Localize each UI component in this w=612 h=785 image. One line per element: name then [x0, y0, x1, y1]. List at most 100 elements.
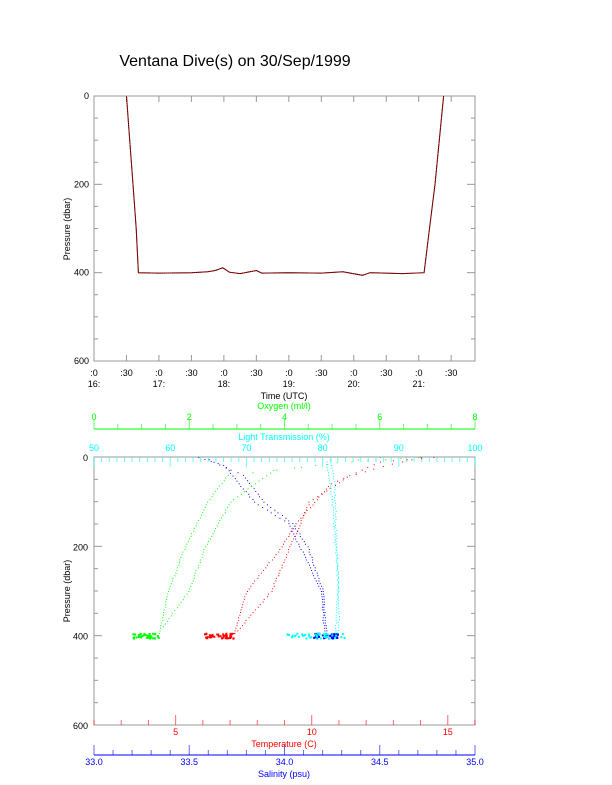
temperature-point	[236, 625, 238, 627]
x-tick-minute-label: :30	[315, 368, 328, 378]
oxygen-point	[203, 548, 205, 550]
x-tick-minute-label: :30	[185, 368, 198, 378]
depth-line	[126, 95, 445, 276]
oxygen-point	[162, 619, 164, 621]
light-point	[337, 602, 339, 604]
temperature-point	[239, 614, 241, 616]
temperature-point	[289, 533, 291, 535]
temperature-bottom-point	[230, 633, 233, 636]
oxygen-point	[294, 467, 296, 469]
light-point	[338, 624, 340, 626]
oxygen-point	[243, 491, 245, 493]
oxygen-point	[164, 623, 166, 625]
oxygen-point	[192, 580, 194, 582]
oxygen-bottom-point	[134, 633, 137, 636]
temperature-point	[238, 619, 240, 621]
salinity-bottom-point	[336, 637, 339, 640]
light-point	[338, 618, 340, 620]
temperature-point	[328, 486, 330, 488]
top-x-axis-label: Time (UTC)	[261, 391, 308, 401]
light-point	[329, 482, 331, 484]
salinity-point	[304, 543, 306, 545]
salinity-point	[245, 491, 247, 493]
salinity-point	[323, 614, 325, 616]
oxygen-point	[233, 499, 235, 501]
salinity-point	[293, 533, 295, 535]
oxygen-point	[189, 538, 191, 540]
salinity-point	[225, 467, 227, 469]
temperature-point	[392, 460, 394, 462]
salinity-point	[302, 551, 304, 553]
light-bottom-point	[301, 633, 304, 636]
salinity-bottom-point	[330, 633, 333, 636]
oxygen-point	[230, 501, 232, 503]
temperature-bottom-point	[227, 637, 230, 640]
light-point	[334, 539, 336, 541]
salinity-point	[289, 525, 291, 527]
salinity-point	[322, 588, 324, 590]
light-point	[337, 593, 339, 595]
salinity-point	[322, 609, 324, 611]
temperature-point	[239, 627, 241, 629]
oxygen-point	[193, 577, 195, 579]
temperature-point	[271, 559, 273, 561]
depth-dots	[126, 95, 445, 276]
temperature-point	[254, 580, 256, 582]
temperature-point	[259, 604, 261, 606]
salinity-tick-label: 34.0	[276, 757, 294, 767]
light-point	[335, 549, 337, 551]
x-tick-minute-label: :0	[90, 368, 98, 378]
salinity-point	[314, 567, 316, 569]
light-point	[337, 608, 339, 610]
oxygen-point	[183, 596, 185, 598]
salinity-point	[242, 488, 244, 490]
temperature-point	[342, 479, 344, 481]
light-bottom-point	[288, 633, 291, 636]
oxygen-tick-label: 0	[91, 412, 96, 422]
oxygen-point	[172, 577, 174, 579]
salinity-point	[318, 580, 320, 582]
salinity-point	[309, 564, 311, 566]
salinity-point	[323, 596, 325, 598]
salinity-point	[309, 554, 311, 556]
light-point	[334, 481, 336, 483]
temperature-point	[234, 633, 236, 635]
light-point	[336, 546, 338, 548]
temperature-point	[324, 491, 326, 493]
salinity-point	[261, 498, 263, 500]
temperature-bottom-point	[213, 635, 216, 638]
light-point	[335, 527, 337, 529]
oxygen-point	[193, 527, 195, 529]
light-point	[337, 596, 339, 598]
light-point	[330, 490, 332, 492]
salinity-point	[324, 619, 326, 621]
temperature-point	[326, 490, 328, 492]
salinity-point	[323, 622, 325, 624]
salinity-point	[312, 562, 314, 564]
oxygen-point	[400, 458, 402, 460]
salinity-point	[234, 478, 236, 480]
oxygen-point	[203, 551, 205, 553]
oxygen-tick-label: 6	[377, 412, 382, 422]
oxygen-point	[179, 559, 181, 561]
light-point	[326, 466, 328, 468]
salinity-point	[316, 572, 318, 574]
temperature-point	[290, 530, 292, 532]
light-bottom-point	[328, 637, 331, 640]
oxygen-point	[227, 506, 229, 508]
temperature-bottom-point	[225, 634, 228, 637]
light-point	[336, 562, 338, 564]
oxygen-point	[255, 483, 257, 485]
salinity-point	[208, 459, 210, 461]
temperature-point	[317, 496, 319, 498]
light-point	[335, 510, 337, 512]
salinity-point	[325, 627, 327, 629]
light-point	[337, 573, 339, 575]
salinity-point	[322, 601, 324, 603]
temperature-point	[373, 464, 375, 466]
oxygen-point	[190, 533, 192, 535]
light-bottom-point	[323, 636, 326, 639]
salinity-point	[303, 541, 305, 543]
salinity-point	[322, 617, 324, 619]
oxygen-point	[251, 485, 253, 487]
